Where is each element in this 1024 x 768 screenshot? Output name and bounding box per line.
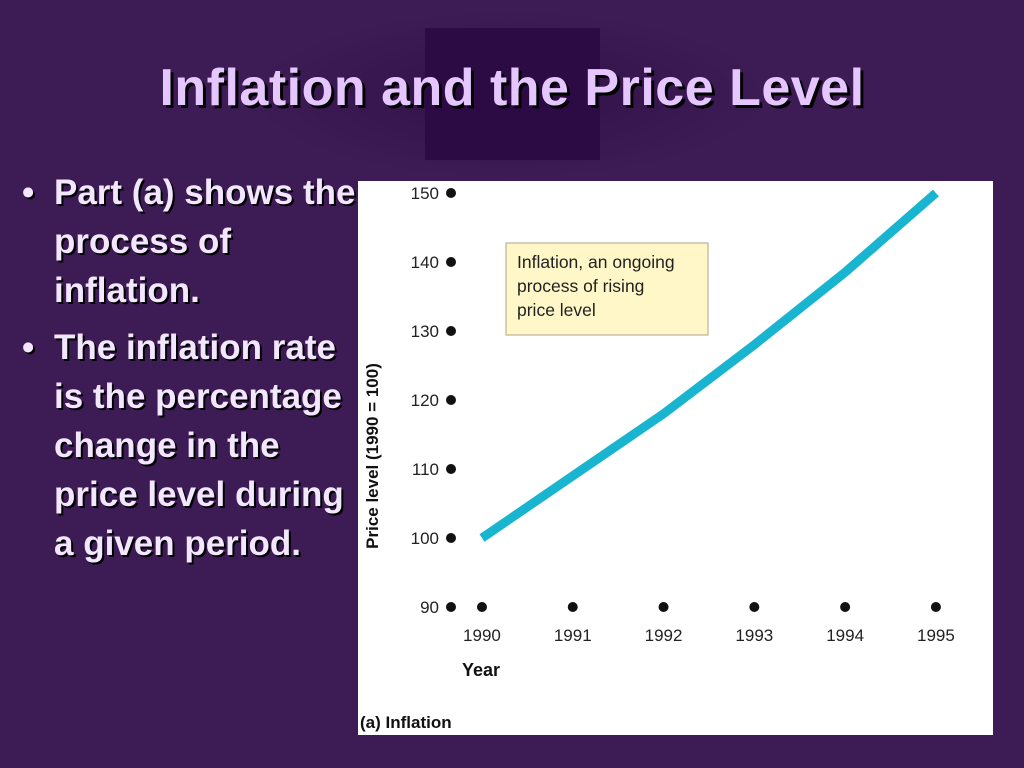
chart-panel: 90 100 110 120 130 140 150 1990 1991 1992 1993 199… xyxy=(358,181,993,735)
x-tick-label: 1990 xyxy=(463,626,501,645)
x-axis: 1990 1991 1992 1993 1994 1995 xyxy=(463,602,955,645)
x-axis-label: Year xyxy=(462,660,500,680)
annotation-line: Inflation, an ongoing xyxy=(517,252,675,272)
x-tick-label: 1991 xyxy=(554,626,592,645)
x-tick-label: 1992 xyxy=(645,626,683,645)
y-tick-label: 110 xyxy=(412,460,439,479)
y-axis-dot xyxy=(446,533,456,543)
y-tick-label: 120 xyxy=(411,391,439,410)
y-axis-label: Price level (1990 = 100) xyxy=(363,363,382,549)
x-axis-dot xyxy=(658,602,669,612)
x-tick-label: 1994 xyxy=(826,626,864,645)
bullet-list: • Part (a) shows the process of inflatio… xyxy=(18,168,363,576)
x-tick-label: 1995 xyxy=(917,626,955,645)
y-axis-dot xyxy=(446,602,456,612)
annotation-box: Inflation, an ongoing process of rising … xyxy=(505,242,709,336)
x-axis-dot xyxy=(749,602,760,612)
y-tick-label: 150 xyxy=(411,184,439,203)
y-tick-label: 140 xyxy=(411,253,439,272)
y-axis-dot xyxy=(446,464,456,474)
bullet-marker: • xyxy=(22,173,35,212)
x-axis-dot xyxy=(930,602,941,612)
x-tick-label: 1993 xyxy=(735,626,773,645)
background-block xyxy=(425,28,600,160)
bullet-text: The inflation rate is the percentage cha… xyxy=(54,328,344,563)
y-axis-dot xyxy=(446,395,456,405)
chart-caption: (a) Inflation xyxy=(360,713,452,732)
y-tick-label: 130 xyxy=(411,322,439,341)
series-group xyxy=(479,189,939,542)
bullet-marker: • xyxy=(22,328,35,367)
y-tick-label: 90 xyxy=(420,598,439,617)
y-tick-label: 100 xyxy=(411,529,439,548)
annotation-box-background xyxy=(505,242,709,336)
price-level-line xyxy=(479,189,939,542)
y-axis-dot xyxy=(446,257,456,267)
y-axis-dot xyxy=(446,188,456,198)
bullet-item: • Part (a) shows the process of inflatio… xyxy=(18,168,363,315)
y-axis: 90 100 110 120 130 140 150 xyxy=(411,184,456,617)
bullet-text: Part (a) shows the process of inflation. xyxy=(54,173,356,310)
annotation-line: price level xyxy=(517,300,596,320)
bullet-item: • The inflation rate is the percentage c… xyxy=(18,323,363,568)
x-axis-dot xyxy=(840,602,851,612)
x-axis-dot xyxy=(567,602,578,612)
annotation-line: process of rising xyxy=(517,276,644,296)
y-axis-dot xyxy=(446,326,456,336)
x-axis-dot xyxy=(476,602,487,612)
slide-title: Inflation and the Price Level xyxy=(159,59,865,117)
